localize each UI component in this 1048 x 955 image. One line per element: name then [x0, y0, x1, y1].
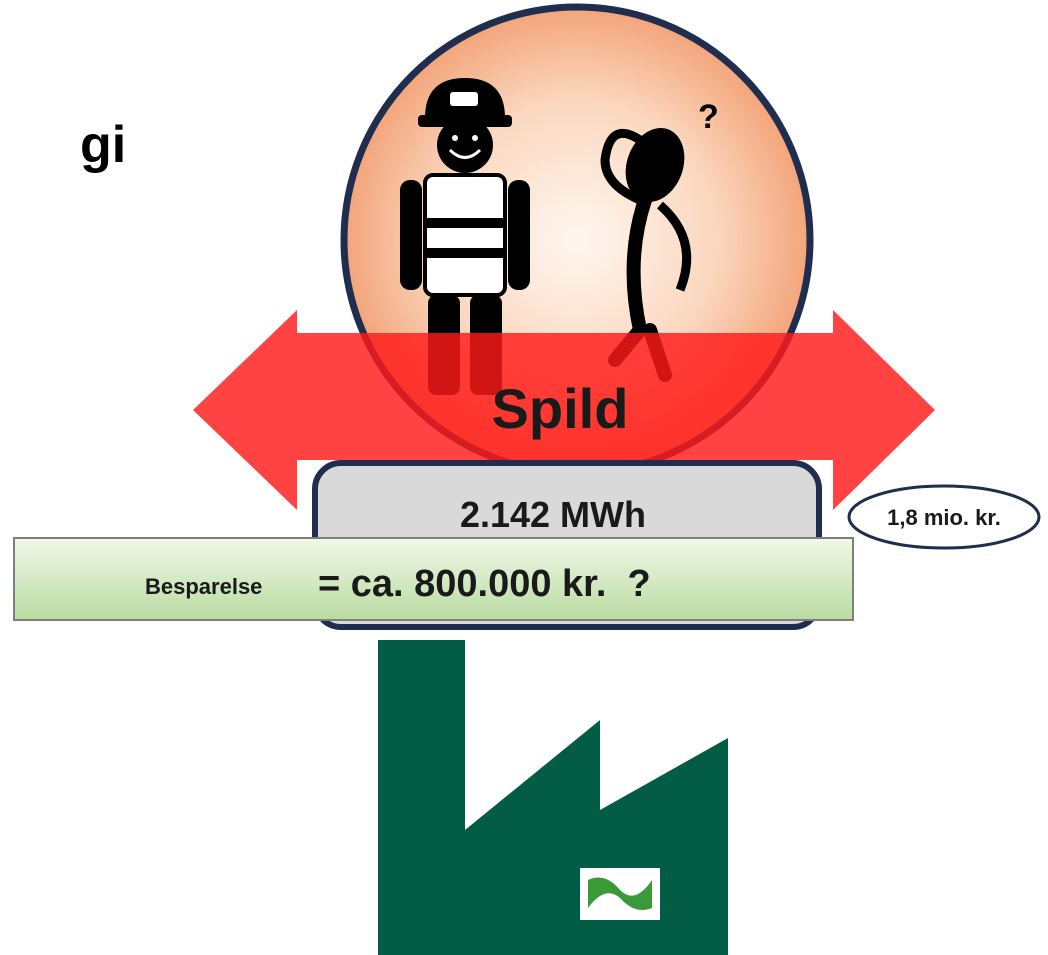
slide: gi ? Spild 2.142 MWh 1,8 mio. kr. Bespar…: [0, 0, 1048, 955]
savings-value: = ca. 800.000 kr. ?: [318, 563, 651, 605]
energy-value: 2.142 MWh: [460, 494, 646, 535]
arrow-label: Spild: [492, 377, 629, 440]
factory-logo: [580, 868, 660, 920]
thinker-mark: ?: [698, 98, 719, 136]
factory-icon: [378, 640, 728, 955]
savings-label: Besparelse: [145, 574, 262, 599]
slide-title: gi: [80, 116, 126, 174]
cost-value: 1,8 mio. kr.: [887, 505, 1001, 530]
